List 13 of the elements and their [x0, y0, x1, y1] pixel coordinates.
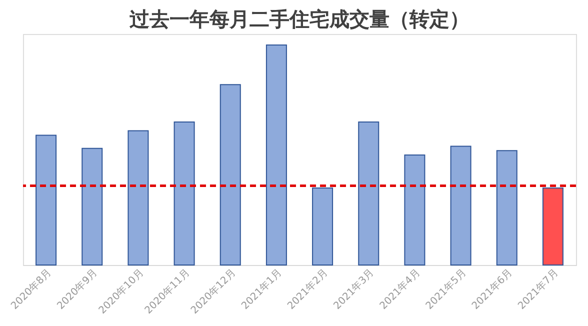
bar — [542, 188, 564, 266]
bar — [266, 44, 287, 266]
chart-title: 过去一年每月二手住宅成交量（转定） — [128, 7, 470, 31]
bar — [404, 154, 426, 266]
bar — [174, 122, 195, 266]
bar — [82, 148, 103, 266]
bar — [450, 146, 472, 266]
bar — [220, 84, 241, 266]
bar — [496, 150, 518, 266]
bar — [312, 188, 334, 266]
bar — [128, 130, 149, 266]
bar — [358, 122, 380, 266]
bar — [36, 134, 57, 266]
